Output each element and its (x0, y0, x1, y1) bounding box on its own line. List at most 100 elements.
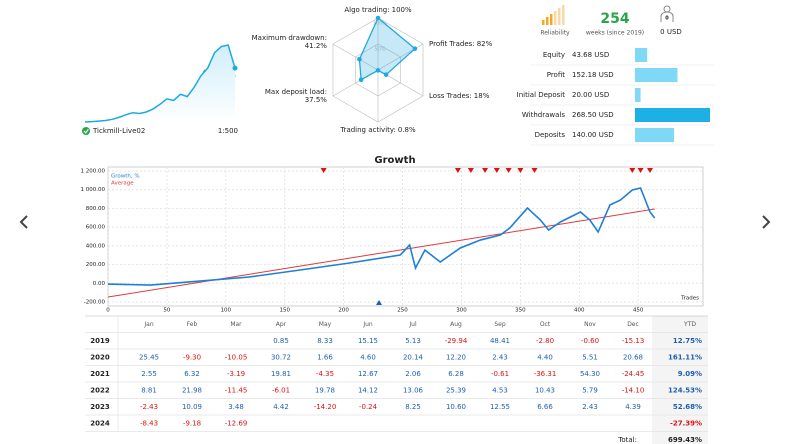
x-tick-label: 0 (106, 308, 110, 314)
month-header: Mar (230, 321, 242, 328)
next-arrow[interactable] (762, 215, 771, 229)
chart-title: Growth (374, 155, 415, 166)
series-line (107, 208, 655, 298)
subscribers-badge: 0 (665, 16, 669, 22)
month-value: 5.51 (582, 353, 598, 361)
radar-label: Loss Trades: 18% (429, 92, 490, 100)
withdrawal-marker (482, 168, 489, 173)
month-value: 12.55 (490, 403, 510, 411)
radar-point (358, 77, 364, 83)
month-value: 12.67 (358, 370, 378, 378)
withdrawal-marker (646, 168, 653, 173)
stat-label: Withdrawals (522, 111, 565, 119)
radar-label: Maximum drawdown: 41.2% (252, 34, 328, 50)
month-value: -2.80 (536, 337, 554, 345)
radar-value: 82% (477, 40, 493, 48)
month-value: 19.81 (271, 370, 291, 378)
month-value: -10.05 (225, 353, 248, 361)
radar-tick-label: 50% (374, 47, 385, 53)
deposit-marker (375, 300, 382, 305)
x-axis-label: Trades (680, 296, 699, 302)
y-tick-label: 1 200.00 (81, 169, 106, 175)
total-label: Total: (617, 436, 637, 444)
month-value: 12.20 (446, 353, 466, 361)
month-value: -2.43 (140, 403, 158, 411)
account-name: Tickmill-Live02 (92, 127, 145, 135)
month-value: 48.41 (490, 337, 510, 345)
month-value: 6.28 (448, 370, 464, 378)
radar-point (375, 15, 381, 21)
stat-bar (635, 88, 641, 102)
y-tick-label: 1 000.00 (81, 187, 106, 193)
year: 2023 (90, 403, 110, 411)
month-value: -36.31 (534, 370, 557, 378)
month-value: -12.69 (225, 419, 248, 427)
y-tick-label: 200.00 (86, 262, 106, 268)
sparkline-area (85, 45, 235, 122)
month-value: -0.60 (581, 337, 599, 345)
month-value: -14.20 (314, 403, 337, 411)
ytd-column (652, 316, 708, 444)
month-value: -14.10 (622, 386, 645, 394)
withdrawal-marker (505, 168, 512, 173)
month-value: 4.53 (492, 386, 508, 394)
ytd-value: 124.53% (668, 386, 702, 394)
stat-bar (635, 68, 678, 82)
year: 2020 (90, 353, 110, 361)
month-value: 14.12 (358, 386, 378, 394)
radar-label: Trading activity: 0.8% (339, 126, 416, 134)
x-tick-label: 450 (633, 308, 644, 314)
month-value: 19.78 (315, 386, 335, 394)
sparkline (84, 44, 236, 123)
radar-point (383, 72, 389, 77)
month-value: -24.45 (622, 370, 645, 378)
month-value: 6.32 (184, 370, 200, 378)
reliability-label: Reliability (540, 30, 570, 37)
year: 2024 (90, 419, 110, 427)
subscribers-amount: 0 USD (660, 28, 682, 36)
x-tick-label: 150 (279, 308, 290, 314)
month-value: -8.43 (140, 419, 158, 427)
reliability-icon (542, 5, 565, 25)
month-value: -4.35 (316, 370, 334, 378)
total-value: 699.43% (668, 436, 702, 444)
ytd-value: 12.75% (673, 337, 702, 345)
ytd-value: 9.09% (678, 370, 702, 378)
x-tick-label: 50 (163, 308, 170, 314)
month-value: 20.68 (623, 353, 643, 361)
month-value: -0.24 (359, 403, 378, 411)
withdrawal-marker (320, 168, 327, 173)
stat-label: Deposits (535, 131, 566, 139)
month-value: -11.45 (225, 386, 248, 394)
withdrawal-marker (629, 168, 636, 173)
month-value: 0.85 (273, 337, 289, 345)
month-value: 4.42 (273, 403, 289, 411)
verified-icon (82, 127, 90, 135)
withdrawal-marker (454, 168, 461, 173)
month-value: 8.81 (141, 386, 157, 394)
leverage: 1:500 (218, 127, 238, 135)
month-header: Oct (540, 321, 551, 328)
radar-category: Algo trading: (344, 6, 389, 14)
x-tick-label: 300 (456, 308, 467, 314)
month-header: Nov (584, 321, 596, 328)
weeks: 254 (600, 11, 629, 27)
withdrawal-marker (517, 168, 524, 173)
stat-value: 43.68 USD (572, 51, 609, 59)
prev-arrow[interactable] (19, 215, 28, 229)
year: 2021 (90, 370, 110, 378)
radar-category: Loss Trades: (429, 92, 472, 100)
y-tick-label: -200.00 (84, 300, 106, 306)
stat-label: Profit (547, 71, 566, 79)
month-value: -9.18 (183, 419, 201, 427)
month-value: 4.40 (537, 353, 553, 361)
radar-value: 0.8% (398, 126, 416, 134)
stat-label: Equity (543, 51, 565, 59)
x-tick-label: 400 (574, 308, 585, 314)
withdrawal-marker (637, 168, 644, 173)
ytd-value: -27.39% (670, 419, 702, 427)
weeks-label: weeks (since 2019) (586, 30, 644, 37)
month-value: 4.60 (360, 353, 376, 361)
month-value: 20.14 (403, 353, 424, 361)
month-value: 54.30 (580, 370, 600, 378)
